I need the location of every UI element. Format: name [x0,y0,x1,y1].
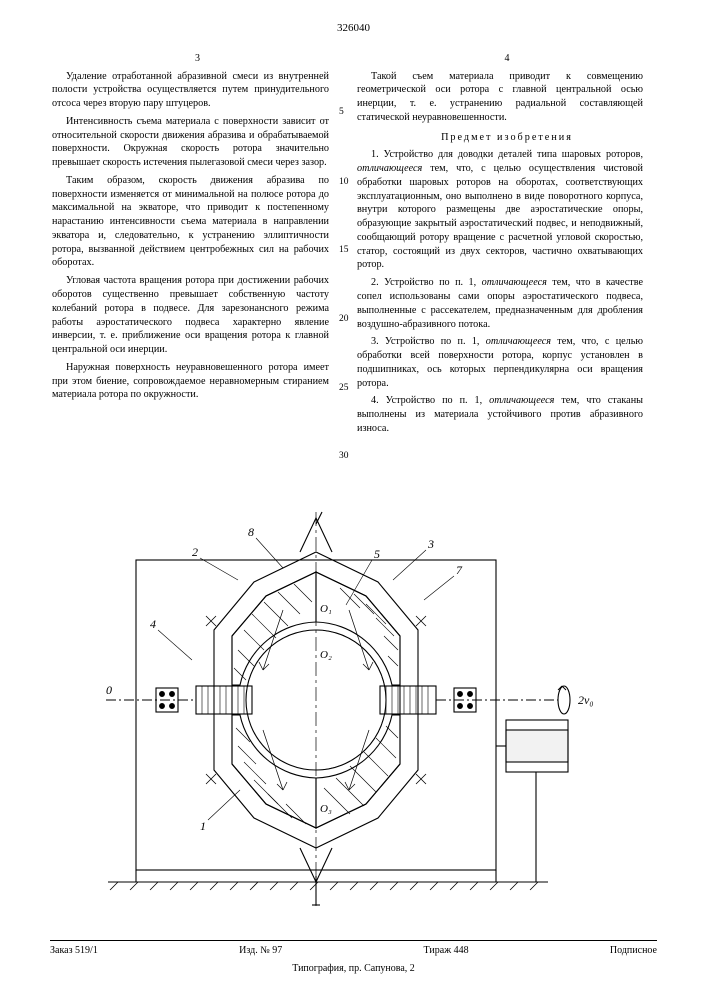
para: Удаление отработанной абразивной смеси и… [52,70,329,111]
label-O3: O₃ [320,803,332,815]
para: Таким образом, скорость движения абразив… [52,174,329,270]
footer-copies: Тираж 448 [424,945,469,956]
claim: 3. Устройство по п. 1, отличающееся тем,… [357,335,643,390]
label-rotation: 2ν₀ [578,693,594,707]
page-number-left: 3 [52,52,329,66]
document-number: 326040 [0,0,707,44]
label-7: 7 [456,563,463,577]
line-marker: 15 [339,244,349,257]
para: Такой съем материала приводит к совмещен… [357,70,643,125]
para: Наружная поверхность неуравновешенного р… [52,361,329,402]
claim: 1. Устройство для доводки деталей типа ш… [357,148,643,272]
label-O: 0 [106,683,112,697]
footer-issue: Изд. № 97 [239,945,282,956]
label-8: 8 [248,525,254,539]
footer-subscription: Подписное [610,945,657,956]
label-4: 4 [150,617,156,631]
footer-imprint: Заказ 519/1 Изд. № 97 Тираж 448 Подписно… [50,940,657,956]
label-3: 3 [427,537,434,551]
line-marker: 10 [339,176,349,189]
line-marker: 20 [339,313,349,326]
para: Угловая частота вращения ротора при дост… [52,274,329,357]
label-5: 5 [374,547,380,561]
page-number-right: 4 [357,52,643,66]
footer-order: Заказ 519/1 [50,945,98,956]
line-marker: 25 [339,382,349,395]
label-1: 1 [200,819,206,833]
right-column: 5 10 15 20 25 30 4 Такой съем материала … [357,52,643,440]
label-2: 2 [192,545,198,559]
para: Интенсивность съема материала с поверхно… [52,115,329,170]
line-marker: 30 [339,450,349,463]
label-O1: O₁ [320,603,332,615]
footer-press: Типография, пр. Сапунова, 2 [0,963,707,974]
technical-drawing: 0 4 2 8 5 3 7 1 O₁ O₂ O₃ 2ν₀ [88,510,618,910]
left-column: 3 Удаление отработанной абразивной смеси… [52,52,329,440]
claim: 2. Устройство по п. 1, отличающееся тем,… [357,276,643,331]
line-marker: 5 [339,106,344,119]
claim: 4. Устройство по п. 1, отличающееся тем,… [357,394,643,435]
text-columns: 3 Удаление отработанной абразивной смеси… [0,44,707,440]
section-title: Предмет изобретения [357,131,643,145]
label-O2: O₂ [320,649,332,661]
